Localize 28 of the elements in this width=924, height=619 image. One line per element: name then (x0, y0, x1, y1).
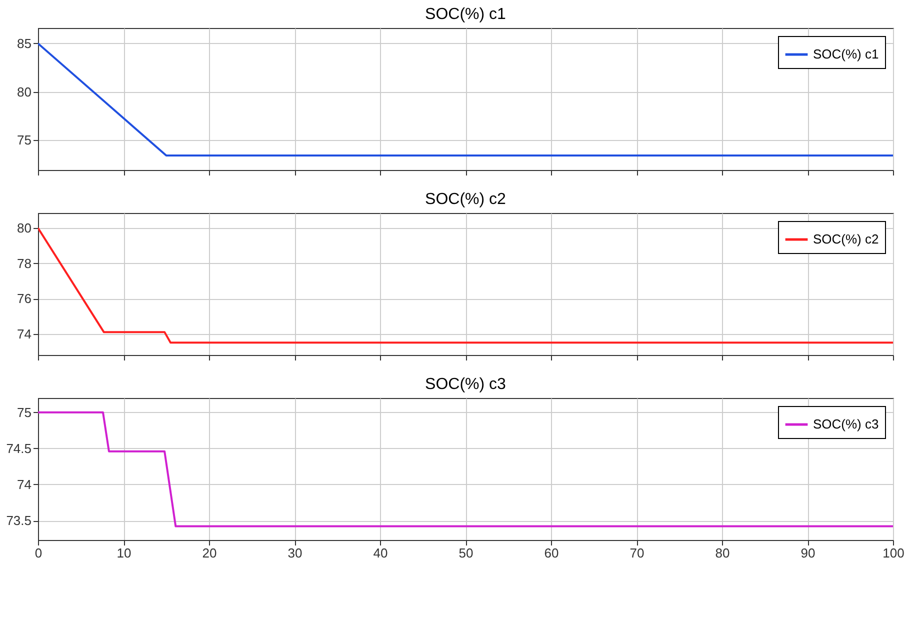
y-tick-label: 85 (17, 36, 32, 51)
x-tick-label: 70 (630, 546, 644, 560)
x-tick-label: 50 (458, 546, 474, 560)
y-tick-label: 74.5 (6, 440, 32, 456)
x-tick-label: 10 (116, 546, 132, 560)
x-tick-label: 100 (882, 546, 904, 560)
y-tick-label: 75 (17, 404, 32, 420)
y-tick-label: 76 (17, 291, 32, 306)
legend-label: SOC(%) c1 (813, 46, 879, 62)
y-tick-label: 75 (17, 132, 32, 148)
x-tick-label: 40 (373, 546, 388, 560)
x-tick-label: 80 (715, 546, 730, 560)
y-tick-label: 80 (17, 220, 32, 236)
x-tick-label: 90 (800, 546, 816, 560)
chart-title: SOC(%) c2 (425, 191, 506, 208)
chart-title: SOC(%) c1 (425, 6, 506, 23)
legend-label: SOC(%) c3 (813, 416, 879, 432)
y-tick-label: 74 (17, 326, 32, 342)
x-tick-label: 0 (34, 546, 42, 560)
x-tick-label: 20 (202, 546, 217, 560)
y-tick-label: 80 (17, 84, 32, 100)
legend-label: SOC(%) c2 (813, 232, 879, 246)
x-tick-label: 30 (288, 546, 302, 560)
chart-title: SOC(%) c3 (425, 376, 506, 393)
y-tick-label: 78 (17, 256, 32, 271)
y-tick-label: 73.5 (6, 513, 32, 528)
y-tick-label: 74 (17, 476, 32, 492)
x-tick-label: 60 (544, 546, 559, 560)
